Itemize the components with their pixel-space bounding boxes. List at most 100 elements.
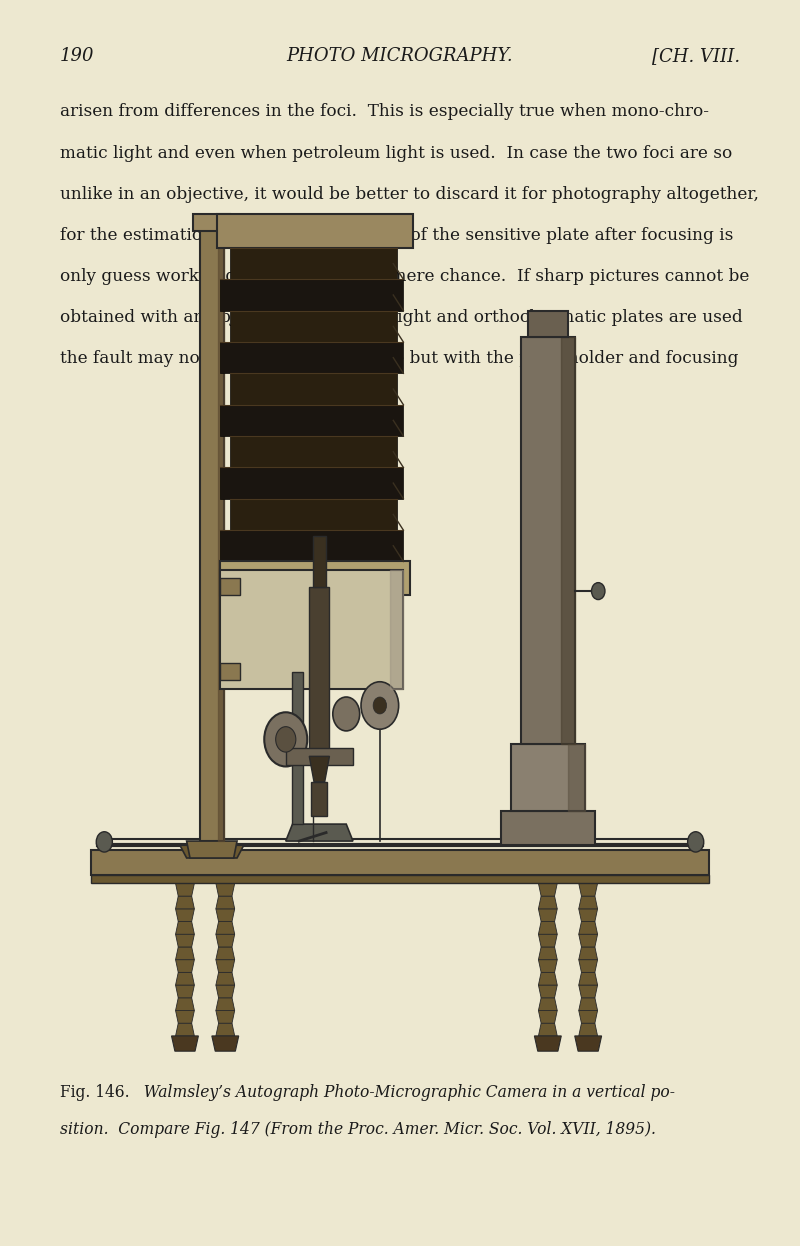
Polygon shape (212, 1035, 238, 1052)
Polygon shape (578, 986, 598, 998)
Bar (311, 781, 327, 816)
Bar (521, 336, 574, 744)
Text: Fig. 146.: Fig. 146. (60, 1084, 130, 1101)
Polygon shape (175, 922, 194, 934)
Polygon shape (175, 972, 194, 986)
Polygon shape (568, 744, 585, 811)
Polygon shape (538, 883, 558, 896)
Polygon shape (216, 972, 234, 986)
Polygon shape (175, 959, 194, 972)
Polygon shape (538, 908, 558, 922)
Polygon shape (216, 1023, 234, 1035)
Text: only guess work and the result is only mere chance.  If sharp pictures cannot be: only guess work and the result is only m… (60, 268, 750, 285)
Bar (313, 536, 326, 587)
Polygon shape (538, 986, 558, 998)
Circle shape (591, 583, 605, 599)
Polygon shape (216, 947, 234, 959)
Bar (200, 223, 224, 841)
Polygon shape (216, 998, 234, 1011)
Polygon shape (562, 336, 574, 744)
Polygon shape (578, 934, 598, 947)
Polygon shape (186, 841, 237, 858)
Polygon shape (390, 569, 403, 689)
Polygon shape (175, 1011, 194, 1023)
Polygon shape (538, 998, 558, 1011)
Polygon shape (91, 875, 709, 883)
Polygon shape (175, 947, 194, 959)
Bar (286, 748, 353, 765)
Bar (501, 811, 595, 845)
Polygon shape (538, 1023, 558, 1035)
Polygon shape (578, 972, 598, 986)
Polygon shape (216, 908, 234, 922)
Bar (220, 663, 240, 680)
Polygon shape (286, 824, 353, 841)
Polygon shape (578, 896, 598, 908)
Polygon shape (578, 959, 598, 972)
Text: matic light and even when petroleum light is used.  In case the two foci are so: matic light and even when petroleum ligh… (60, 145, 732, 162)
Polygon shape (578, 1011, 598, 1023)
Circle shape (333, 697, 360, 731)
Text: 190: 190 (60, 47, 94, 65)
Circle shape (361, 682, 398, 729)
Polygon shape (216, 1011, 234, 1023)
Polygon shape (230, 374, 397, 405)
Polygon shape (538, 1011, 558, 1023)
Polygon shape (220, 405, 403, 436)
Polygon shape (175, 986, 194, 998)
Text: unlike in an objective, it would be better to discard it for photography altoget: unlike in an objective, it would be bett… (60, 186, 759, 203)
Polygon shape (175, 998, 194, 1011)
Polygon shape (216, 922, 234, 934)
Text: sition.  Compare Fig. 147 (From the Proc. Amer. Micr. Soc. Vol. XVII, 1895).: sition. Compare Fig. 147 (From the Proc.… (60, 1121, 656, 1139)
Text: the fault may not rest with the objective but with the plate holder and focusing: the fault may not rest with the objectiv… (60, 350, 738, 368)
Polygon shape (220, 467, 403, 498)
Polygon shape (220, 530, 403, 562)
Polygon shape (175, 896, 194, 908)
Polygon shape (220, 341, 403, 374)
Polygon shape (180, 845, 244, 858)
Bar (194, 214, 230, 231)
Bar (220, 569, 403, 689)
Polygon shape (171, 1035, 198, 1052)
Polygon shape (538, 896, 558, 908)
Bar (511, 744, 585, 811)
Polygon shape (230, 436, 397, 467)
Polygon shape (538, 959, 558, 972)
Polygon shape (216, 934, 234, 947)
Bar (528, 312, 568, 336)
Polygon shape (91, 850, 709, 875)
Polygon shape (534, 1035, 562, 1052)
Polygon shape (230, 248, 397, 279)
Text: PHOTO MICROGRAPHY.: PHOTO MICROGRAPHY. (286, 47, 514, 65)
Polygon shape (578, 922, 598, 934)
Polygon shape (230, 498, 397, 530)
Polygon shape (574, 1035, 602, 1052)
Polygon shape (578, 908, 598, 922)
Polygon shape (216, 883, 234, 896)
Text: Walmsley’s Autograph Photo-Micrographic Camera in a vertical po-: Walmsley’s Autograph Photo-Micrographic … (134, 1084, 674, 1101)
Polygon shape (578, 998, 598, 1011)
Polygon shape (216, 896, 234, 908)
Polygon shape (538, 972, 558, 986)
Polygon shape (175, 1023, 194, 1035)
Polygon shape (230, 310, 397, 341)
Text: obtained with an objective when lamp light and orthochromatic plates are used: obtained with an objective when lamp lig… (60, 309, 742, 326)
Polygon shape (538, 947, 558, 959)
Polygon shape (310, 756, 330, 781)
Circle shape (276, 726, 296, 753)
Polygon shape (175, 883, 194, 896)
Polygon shape (175, 934, 194, 947)
Bar (220, 562, 410, 596)
Polygon shape (220, 279, 403, 310)
Bar (310, 587, 330, 756)
Text: for the estimation of the proper position of the sensitive plate after focusing : for the estimation of the proper positio… (60, 227, 734, 244)
Bar (293, 672, 302, 824)
Polygon shape (216, 959, 234, 972)
Bar (220, 578, 240, 596)
Bar (217, 214, 414, 248)
Polygon shape (538, 934, 558, 947)
Polygon shape (578, 1023, 598, 1035)
Circle shape (688, 832, 704, 852)
Circle shape (264, 713, 307, 766)
Polygon shape (175, 908, 194, 922)
